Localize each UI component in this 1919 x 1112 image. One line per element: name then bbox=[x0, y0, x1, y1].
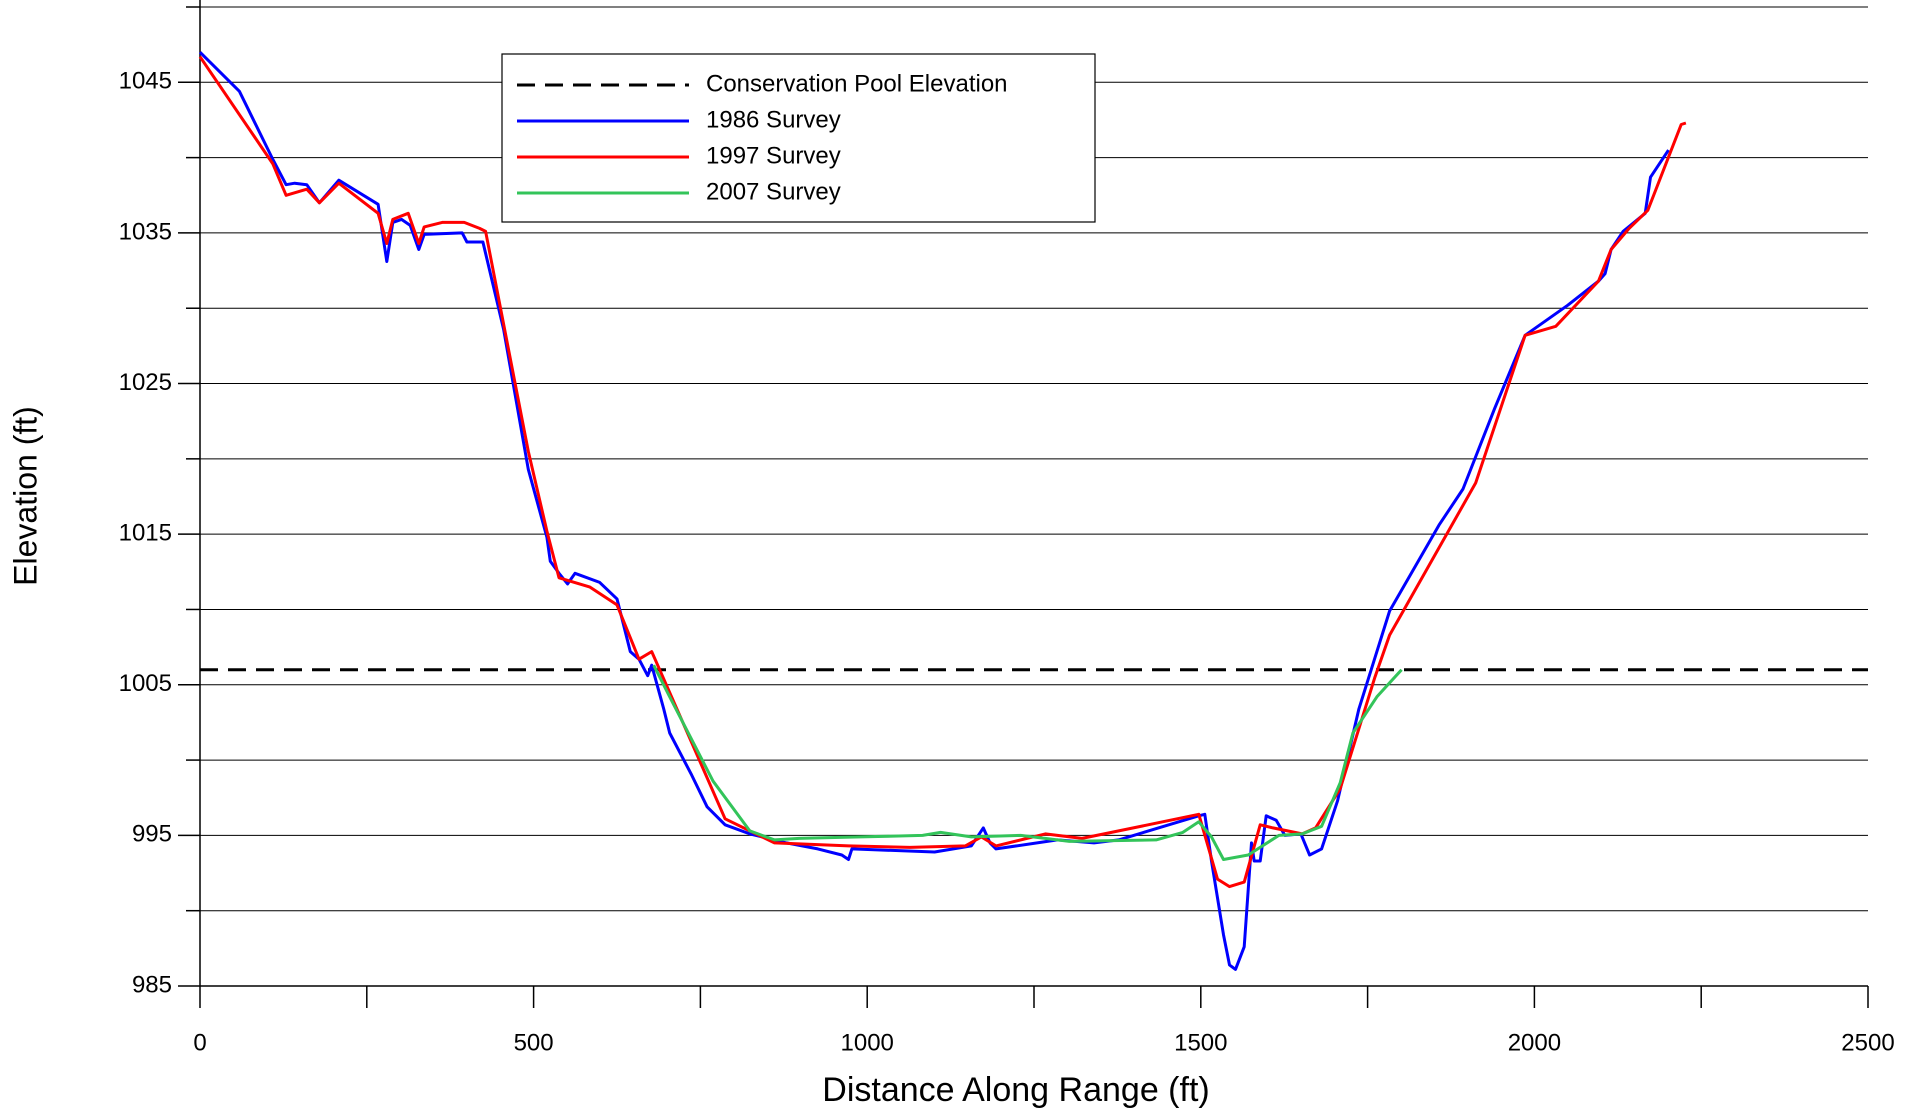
y-tick-label: 1005 bbox=[119, 670, 172, 697]
y-tick-label: 1025 bbox=[119, 369, 172, 396]
x-axis-title: Distance Along Range (ft) bbox=[822, 1071, 1209, 1109]
series-line bbox=[198, 55, 1687, 889]
x-tick-label: 500 bbox=[514, 1029, 554, 1056]
y-tick-label: 1045 bbox=[119, 68, 172, 95]
series-line bbox=[652, 664, 1403, 861]
y-axis-title: Elevation (ft) bbox=[7, 406, 43, 586]
y-tick-label: 985 bbox=[132, 971, 172, 998]
x-tick-label: 2500 bbox=[1841, 1029, 1894, 1056]
legend-label: 2007 Survey bbox=[706, 178, 841, 205]
legend-label: 1986 Survey bbox=[706, 106, 841, 133]
x-tick-label: 0 bbox=[193, 1029, 206, 1056]
x-tick-label: 2000 bbox=[1508, 1029, 1561, 1056]
y-tick-label: 1015 bbox=[119, 519, 172, 546]
x-tick-label: 1500 bbox=[1174, 1029, 1227, 1056]
x-tick-label: 1000 bbox=[841, 1029, 894, 1056]
legend-label: Conservation Pool Elevation bbox=[706, 70, 1008, 97]
y-tick-label: 995 bbox=[132, 821, 172, 848]
legend-label: 1997 Survey bbox=[706, 142, 841, 169]
y-tick-label: 1035 bbox=[119, 218, 172, 245]
